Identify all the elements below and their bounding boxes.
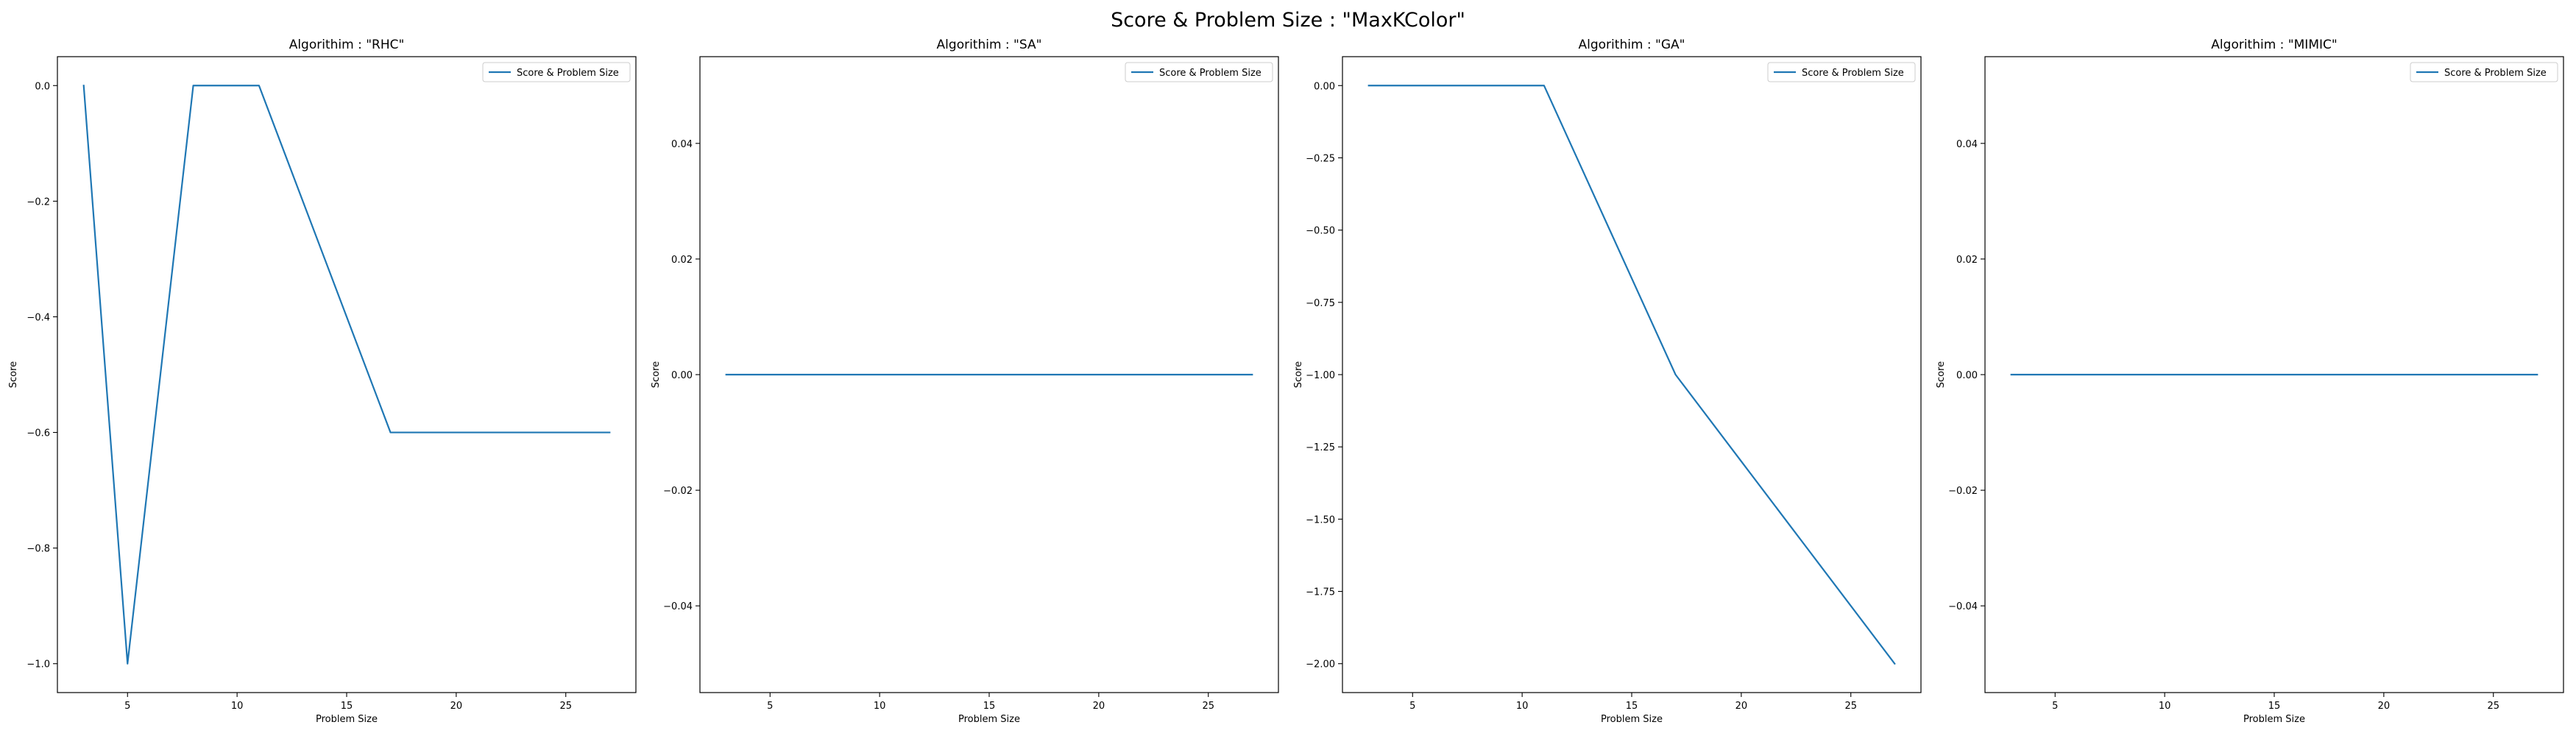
x-tick-label: 10 bbox=[1516, 701, 1529, 712]
x-tick-label: 15 bbox=[2268, 701, 2281, 712]
subplot-2: Algorithim : "SA" 5 10 15 20 25 0.04 0.02 0.00 −0… bbox=[651, 38, 1279, 725]
subplot-4: Algorithim : "MIMIC" 5 10 15 20 25 0.04 0.02 0.0… bbox=[1936, 38, 2564, 725]
y-tick-label: 0.02 bbox=[1956, 255, 1978, 266]
x-tick-label: 25 bbox=[2487, 701, 2499, 712]
legend-label: Score & Problem Size bbox=[1802, 68, 1904, 79]
x-tick-label: 25 bbox=[559, 701, 572, 712]
legend-box bbox=[2410, 62, 2558, 82]
y-tick-label: 0.00 bbox=[671, 370, 693, 381]
x-tick-label: 5 bbox=[124, 701, 130, 712]
y-tick-label: 0.0 bbox=[35, 81, 50, 92]
legend-box bbox=[1767, 62, 1916, 82]
legend: Score & Problem Size bbox=[2410, 62, 2558, 82]
y-tick-label: 0.00 bbox=[1956, 370, 1978, 381]
x-tick-label: 20 bbox=[1093, 701, 1105, 712]
subplot-title: Algorithim : "SA" bbox=[937, 38, 1042, 52]
y-tick-label: 0.04 bbox=[1956, 139, 1978, 150]
legend-label: Score & Problem Size bbox=[517, 68, 619, 79]
y-tick-label: −0.04 bbox=[663, 601, 693, 612]
legend: Score & Problem Size bbox=[1767, 62, 1916, 82]
y-tick-label: −0.25 bbox=[1306, 153, 1335, 164]
y-tick-label: −1.50 bbox=[1306, 514, 1335, 526]
legend-label: Score & Problem Size bbox=[1159, 68, 1262, 79]
plot-frame bbox=[1342, 56, 1922, 693]
x-tick-label: 15 bbox=[1626, 701, 1638, 712]
y-tick-label: −0.50 bbox=[1306, 226, 1335, 237]
y-tick-label: 0.02 bbox=[671, 255, 693, 266]
legend-label: Score & Problem Size bbox=[2444, 68, 2547, 79]
y-tick-label: −0.4 bbox=[26, 312, 50, 323]
y-tick-label: −2.00 bbox=[1306, 659, 1335, 670]
legend-box bbox=[1125, 62, 1273, 82]
y-tick-label: −0.75 bbox=[1306, 298, 1335, 309]
x-tick-label: 5 bbox=[1409, 701, 1415, 712]
y-tick-label: −1.0 bbox=[26, 659, 50, 670]
x-tick-label: 10 bbox=[231, 701, 244, 712]
series-line bbox=[1367, 85, 1896, 665]
x-tick-label: 15 bbox=[983, 701, 996, 712]
series-line bbox=[82, 85, 611, 665]
subplot-3: Algorithim : "GA" 5 10 15 20 25 0.00 −0.25 −0.50… bbox=[1293, 38, 1922, 725]
subplot-title: Algorithim : "MIMIC" bbox=[2211, 38, 2337, 52]
x-tick-label: 25 bbox=[1202, 701, 1214, 712]
y-tick-label: −1.00 bbox=[1306, 370, 1335, 381]
y-tick-label: −0.8 bbox=[26, 544, 50, 555]
y-tick-label: −0.6 bbox=[26, 428, 50, 439]
x-tick-label: 10 bbox=[874, 701, 886, 712]
y-tick-label: −1.25 bbox=[1306, 442, 1335, 453]
x-tick-label: 5 bbox=[767, 701, 773, 712]
x-axis-label: Problem Size bbox=[2243, 714, 2305, 725]
y-tick-label: 0.04 bbox=[671, 139, 693, 150]
y-tick-label: −0.04 bbox=[1948, 601, 1978, 612]
subplot-1: Algorithim : "RHC" 5 10 15 20 25 0.0 −0.2 −0.4 −0… bbox=[8, 38, 637, 725]
y-axis-label: Score bbox=[8, 361, 19, 388]
legend-box bbox=[482, 62, 631, 82]
legend: Score & Problem Size bbox=[1125, 62, 1273, 82]
figure-title: Score & Problem Size : "MaxKColor" bbox=[1111, 9, 1465, 32]
y-tick-label: −0.02 bbox=[1948, 486, 1978, 497]
x-tick-label: 25 bbox=[1844, 701, 1857, 712]
x-tick-label: 20 bbox=[450, 701, 463, 712]
plot-frame bbox=[57, 56, 637, 693]
x-tick-label: 5 bbox=[2052, 701, 2058, 712]
y-tick-label: −0.02 bbox=[663, 486, 693, 497]
subplot-title: Algorithim : "GA" bbox=[1579, 38, 1685, 52]
y-axis-label: Score bbox=[1293, 361, 1304, 388]
legend: Score & Problem Size bbox=[482, 62, 631, 82]
x-tick-label: 20 bbox=[1735, 701, 1748, 712]
y-axis-label: Score bbox=[651, 361, 662, 388]
x-tick-label: 10 bbox=[2159, 701, 2171, 712]
y-axis-label: Score bbox=[1936, 361, 1947, 388]
x-tick-label: 20 bbox=[2378, 701, 2391, 712]
x-tick-label: 15 bbox=[341, 701, 353, 712]
x-axis-label: Problem Size bbox=[958, 714, 1020, 725]
y-tick-label: −1.75 bbox=[1306, 587, 1335, 598]
x-axis-label: Problem Size bbox=[1601, 714, 1663, 725]
y-tick-label: −0.2 bbox=[26, 197, 50, 208]
y-tick-label: 0.00 bbox=[1314, 81, 1335, 92]
subplot-title: Algorithim : "RHC" bbox=[289, 38, 405, 52]
x-axis-label: Problem Size bbox=[316, 714, 378, 725]
